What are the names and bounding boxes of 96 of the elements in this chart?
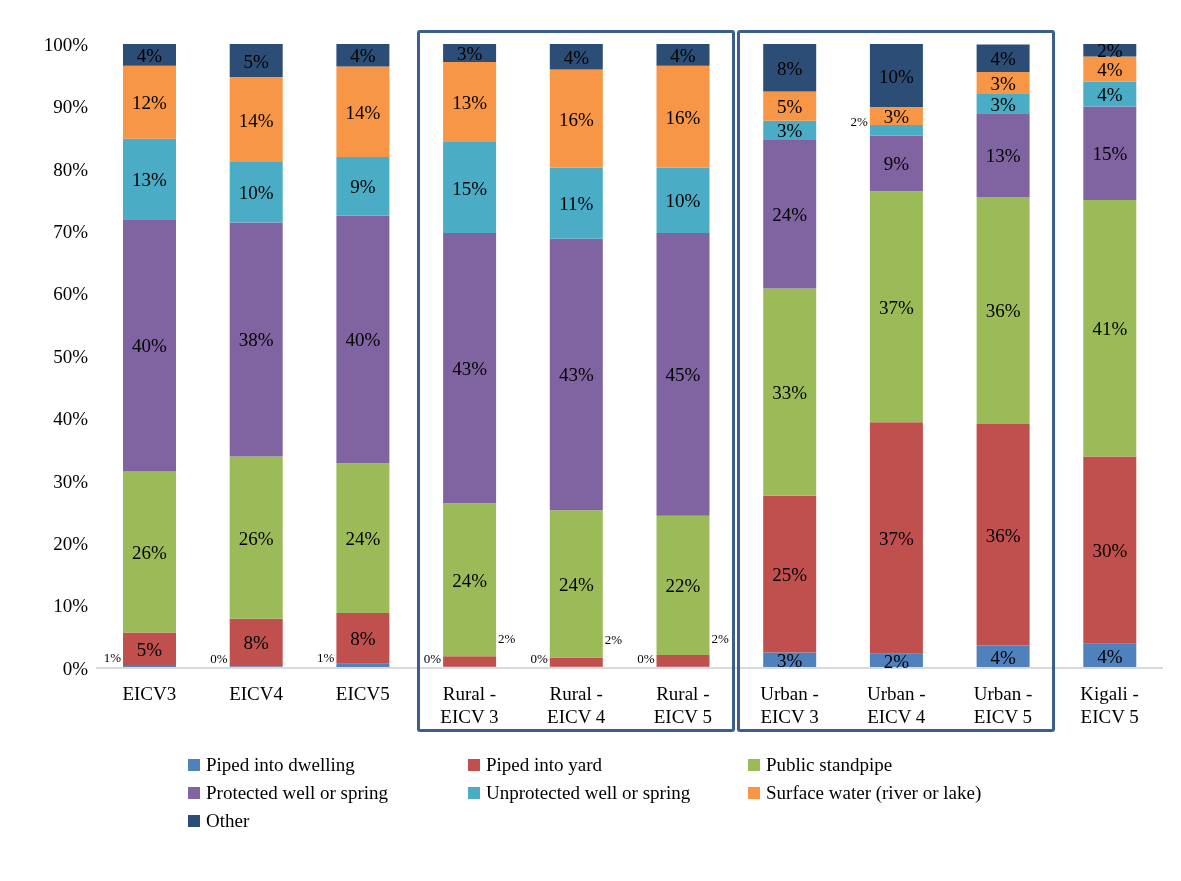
data-label: 9%: [350, 176, 376, 198]
y-tick-label: 50%: [53, 345, 89, 367]
y-tick-label: 10%: [53, 595, 89, 617]
data-label: 0%: [210, 651, 228, 667]
data-label: 15%: [452, 177, 488, 199]
data-label: 1%: [103, 650, 122, 666]
data-label: 38%: [238, 329, 274, 351]
data-label: 11%: [559, 193, 594, 215]
data-label: 4%: [670, 44, 696, 66]
data-label: 3%: [777, 120, 803, 142]
x-tick-label: Urban - EICV 4: [866, 683, 926, 727]
data-label: 40%: [345, 329, 381, 351]
data-label: 3%: [883, 106, 910, 128]
x-tick-label: Kigali - EICV 5: [1080, 683, 1139, 727]
data-label: 0%: [637, 651, 655, 667]
data-label: 3%: [777, 650, 803, 672]
data-label: 5%: [777, 96, 803, 118]
data-label: 4%: [1097, 83, 1123, 105]
data-label: 36%: [985, 300, 1021, 322]
data-label: 30%: [1092, 540, 1128, 562]
data-label: 3%: [990, 93, 1016, 115]
x-tick-label: EICV3: [122, 683, 177, 704]
legend-label: Piped into yard: [486, 754, 603, 776]
legend-label: Protected well or spring: [206, 782, 389, 804]
y-tick-label: 70%: [53, 220, 89, 242]
data-label: 14%: [345, 101, 381, 123]
data-label: 4%: [990, 646, 1016, 668]
data-label: 10%: [238, 182, 274, 204]
data-label: 15%: [1092, 143, 1128, 165]
data-label: 3%: [456, 43, 483, 65]
legend-label: Unprotected well or spring: [486, 782, 691, 804]
data-label: 2%: [604, 632, 623, 648]
legend-label: Piped into dwelling: [206, 754, 355, 776]
x-tick-label: Urban - EICV 5: [973, 683, 1033, 727]
data-label: 43%: [452, 358, 488, 380]
data-label: 22%: [665, 575, 701, 597]
data-label: 12%: [132, 92, 168, 114]
x-tick-label: EICV5: [335, 683, 390, 704]
legend-label: Surface water (river or lake): [766, 782, 982, 804]
data-label: 9%: [883, 153, 910, 175]
legend-label: Other: [206, 810, 250, 832]
data-label: 14%: [238, 109, 274, 131]
data-label: 13%: [132, 169, 168, 191]
data-label: 36%: [985, 524, 1021, 546]
data-label: 16%: [665, 106, 701, 128]
data-label: 0%: [423, 651, 442, 667]
data-label: 24%: [558, 573, 594, 595]
data-label: 8%: [243, 632, 270, 654]
y-tick-label: 0%: [62, 657, 89, 679]
data-label: 24%: [345, 528, 381, 550]
data-label: 40%: [132, 335, 168, 357]
data-label: 5%: [136, 638, 163, 660]
data-label: 4%: [990, 48, 1016, 70]
data-label: 13%: [985, 145, 1021, 167]
data-label: 13%: [452, 92, 488, 114]
data-label: 26%: [132, 541, 168, 563]
data-label: 4%: [350, 45, 376, 67]
data-label: 43%: [558, 364, 594, 386]
y-tick-label: 60%: [53, 283, 89, 305]
data-label: 10%: [878, 65, 914, 87]
data-label: 4%: [1097, 645, 1123, 667]
x-tick-label: Rural - EICV 3: [440, 683, 499, 727]
data-label: 1%: [317, 649, 335, 665]
data-label: 45%: [665, 364, 701, 386]
y-tick-label: 30%: [53, 470, 89, 492]
data-label: 3%: [990, 73, 1016, 94]
data-label: 26%: [238, 527, 274, 549]
data-label: 24%: [772, 204, 808, 226]
data-label: 8%: [777, 57, 803, 79]
x-tick-label: Rural - EICV 5: [653, 683, 712, 727]
x-tick-label: Rural - EICV 4: [547, 683, 606, 727]
data-label: 41%: [1092, 318, 1128, 340]
y-tick-label: 40%: [53, 408, 89, 430]
data-label: 2%: [498, 631, 516, 647]
data-label: 16%: [558, 108, 594, 130]
data-label: 8%: [350, 628, 376, 650]
y-tick-label: 20%: [53, 532, 89, 554]
y-tick-label: 100%: [43, 33, 89, 55]
data-label: 37%: [878, 296, 914, 318]
x-tick-label: Urban - EICV 3: [760, 683, 819, 727]
x-tick-label: EICV4: [229, 683, 284, 704]
data-label: 24%: [452, 569, 488, 591]
y-tick-label: 90%: [53, 96, 89, 118]
data-label: 33%: [772, 382, 808, 404]
data-label: 0%: [530, 651, 548, 667]
data-label: 37%: [878, 527, 914, 549]
y-tick-label: 80%: [53, 158, 89, 180]
data-label: 5%: [243, 50, 270, 72]
data-label: 4%: [563, 46, 590, 68]
data-label: 10%: [665, 190, 701, 212]
data-label: 4%: [136, 44, 163, 66]
data-label: 2%: [711, 630, 729, 646]
data-label: 2%: [883, 650, 910, 672]
data-label: 25%: [772, 564, 808, 586]
data-label: 2%: [850, 114, 869, 130]
legend-label: Public standpipe: [766, 754, 893, 776]
